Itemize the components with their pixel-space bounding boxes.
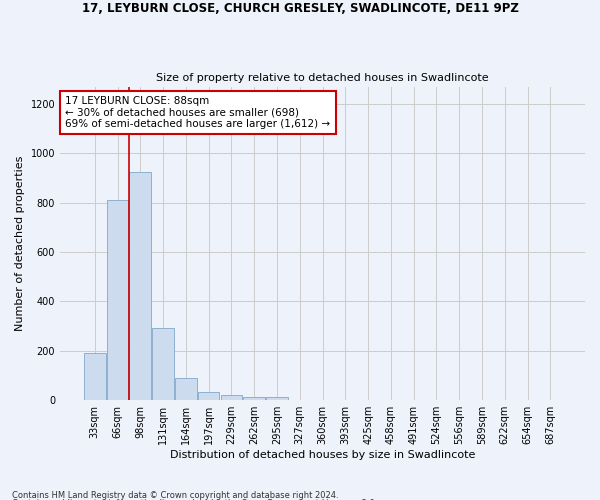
- Bar: [152, 328, 174, 400]
- Bar: [175, 378, 197, 400]
- Title: Size of property relative to detached houses in Swadlincote: Size of property relative to detached ho…: [156, 73, 489, 83]
- Text: Contains HM Land Registry data © Crown copyright and database right 2024.: Contains HM Land Registry data © Crown c…: [12, 490, 338, 500]
- X-axis label: Distribution of detached houses by size in Swadlincote: Distribution of detached houses by size …: [170, 450, 475, 460]
- Bar: [266, 397, 288, 400]
- Text: 17, LEYBURN CLOSE, CHURCH GRESLEY, SWADLINCOTE, DE11 9PZ: 17, LEYBURN CLOSE, CHURCH GRESLEY, SWADL…: [82, 2, 518, 16]
- Bar: [244, 396, 265, 400]
- Bar: [107, 200, 128, 400]
- Bar: [84, 352, 106, 400]
- Bar: [221, 396, 242, 400]
- Y-axis label: Number of detached properties: Number of detached properties: [15, 156, 25, 331]
- Bar: [198, 392, 220, 400]
- Bar: [130, 172, 151, 400]
- Text: 17 LEYBURN CLOSE: 88sqm
← 30% of detached houses are smaller (698)
69% of semi-d: 17 LEYBURN CLOSE: 88sqm ← 30% of detache…: [65, 96, 331, 129]
